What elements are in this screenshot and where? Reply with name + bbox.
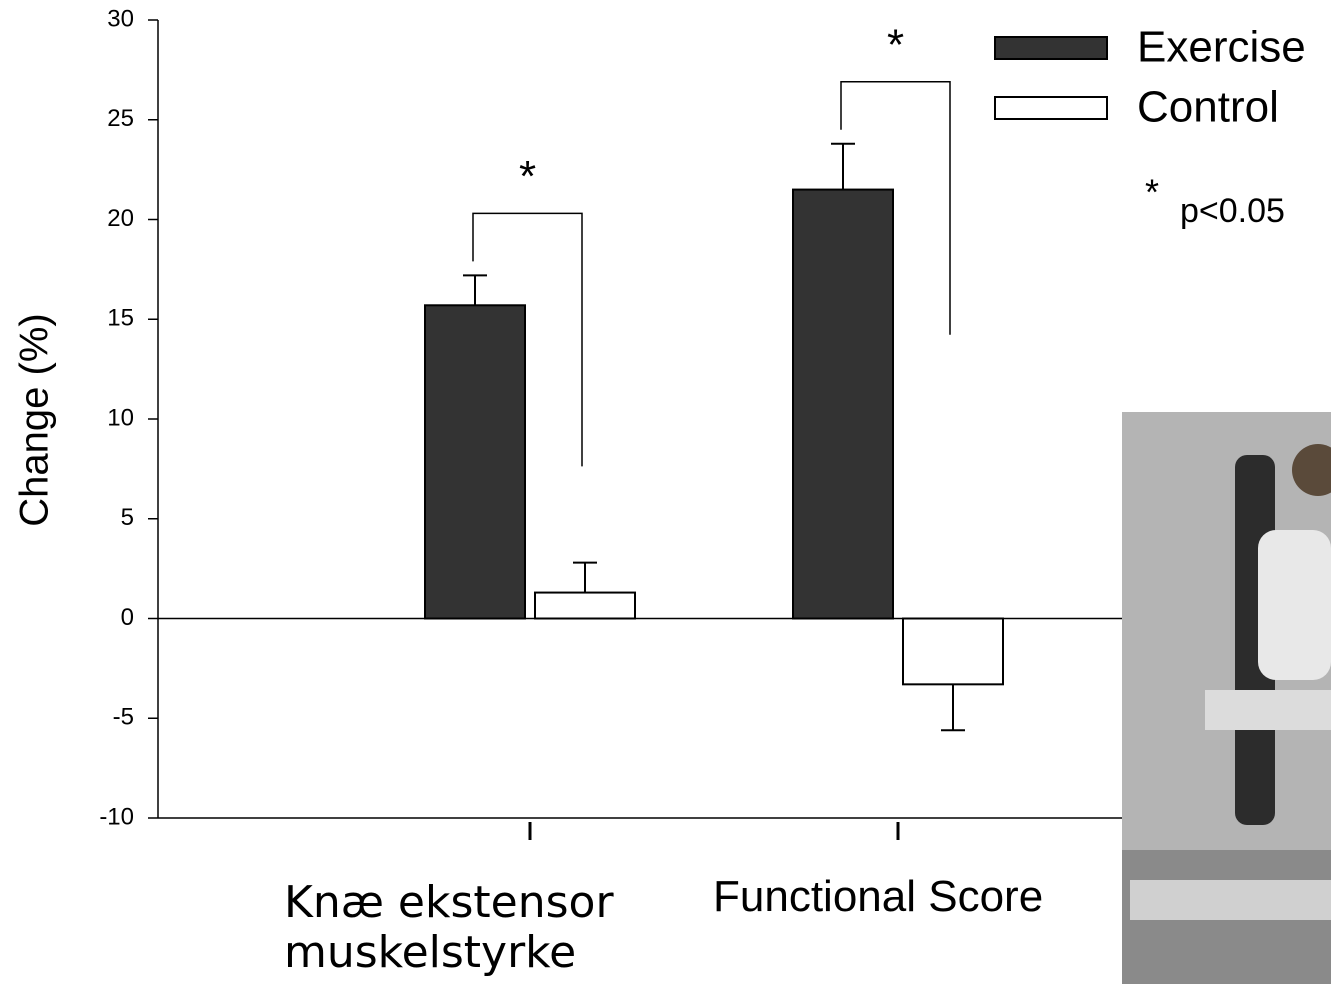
photo — [1122, 412, 1331, 984]
y-tick-label: 25 — [107, 105, 134, 132]
y-tick-label: 0 — [121, 604, 134, 631]
note-text: p<0.05 — [1180, 192, 1285, 230]
bar — [903, 619, 1003, 685]
significance-star: * — [519, 152, 536, 201]
note-symbol: * — [1145, 172, 1159, 213]
y-tick-label: 15 — [107, 305, 134, 332]
legend-label: Exercise — [1137, 23, 1306, 72]
y-tick-label: 5 — [121, 504, 134, 531]
error-bar — [941, 684, 965, 730]
legend-swatch — [995, 97, 1107, 119]
x-tick-label: Knæ ekstensor muskelstyrke — [284, 878, 614, 978]
y-axis-label: Change (%) — [13, 313, 57, 526]
y-tick-label: -10 — [99, 803, 134, 830]
legend-label: Control — [1137, 83, 1279, 132]
page: Change (%) -10 -5 0 5 10 15 20 25 30 * * Exercise Co… — [0, 0, 1331, 984]
y-tick-label: 30 — [107, 5, 134, 32]
bar — [535, 593, 635, 619]
bar — [425, 305, 525, 618]
error-bar — [463, 275, 487, 305]
y-tick-label: 20 — [107, 205, 134, 232]
significance-star: * — [887, 20, 904, 69]
y-tick-label: 10 — [107, 404, 134, 431]
error-bar — [831, 144, 855, 190]
legend-swatch — [995, 37, 1107, 59]
error-bar — [573, 563, 597, 593]
x-tick-label: Functional Score — [713, 872, 1043, 922]
chart: Change (%) -10 -5 0 5 10 15 20 25 30 * * Exercise Co… — [0, 0, 1331, 984]
y-tick-label: -5 — [113, 704, 134, 731]
bar — [793, 190, 893, 619]
